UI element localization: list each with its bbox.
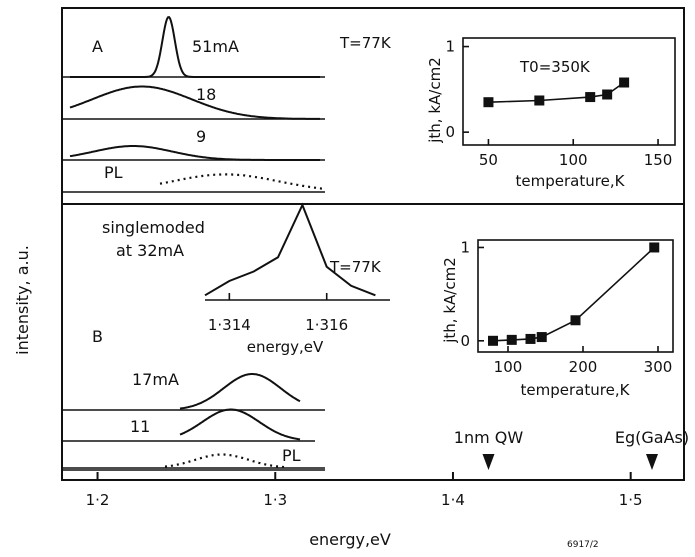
singlemode-label-2: at 32mA — [116, 241, 184, 260]
x-tick-label-3: 1·5 — [619, 491, 643, 509]
panel-a-spectrum-1 — [69, 85, 320, 120]
inset-a-xlabel: temperature,K — [516, 172, 626, 190]
inset-b-ylabel: jth, kA/cm2 — [441, 257, 459, 344]
panel-a-spectrum-label-1: 18 — [196, 85, 216, 104]
panel-b-spectrum-label-0: 17mA — [132, 370, 179, 389]
inset-b-ticks: 100 200 300 0 1 — [460, 238, 672, 376]
panel-a-spectrum-2 — [69, 145, 320, 161]
inset-a-xtick-label-1: 100 — [559, 151, 588, 169]
x-tick-label-2: 1·4 — [441, 491, 465, 509]
marker-arrow-0 — [482, 454, 495, 470]
panel-a: A T=77K 51mA 18 9 PL — [62, 15, 392, 193]
panel-b-spectrum-2 — [164, 453, 286, 469]
inset-a-data — [483, 77, 630, 108]
panel-b-spectra: 17mA 11 PL — [62, 370, 325, 471]
inset-b-xtick-label-1: 200 — [569, 358, 598, 376]
inset-a-ytick-label-0: 0 — [445, 123, 455, 141]
x-tick-label-0: 1·2 — [86, 491, 110, 509]
panel-b-spectrum-0 — [179, 373, 301, 410]
inset-b-data — [488, 242, 660, 346]
inset-b-ytick-label-0: 0 — [460, 332, 470, 350]
inset-a-frame — [462, 37, 676, 146]
inset-b-xtick-label-2: 300 — [644, 358, 673, 376]
inset-b: 100 200 300 0 1 temperature,K jth, kA/cm2 — [441, 238, 674, 399]
inset-b-point-5 — [649, 242, 660, 253]
inset-a-ticks: 50 100 150 0 1 — [445, 38, 672, 169]
singlemode-xlabel: energy,eV — [247, 338, 324, 356]
singlemode-label-1: singlemoded — [102, 218, 205, 237]
energy-markers: 1nm QW Eg(GaAs) — [454, 428, 689, 470]
main-x-axis: 1·2 1·3 1·4 1·5 — [86, 472, 643, 509]
inset-a-point-3 — [602, 89, 613, 100]
x-axis-label: energy,eV — [309, 530, 391, 549]
singlemode-tick-label-0: 1·314 — [208, 316, 251, 334]
figure-tag: 6917/2 — [567, 540, 599, 550]
panel-b-spectrum-label-2: PL — [282, 446, 301, 465]
inset-b-frame — [477, 239, 674, 353]
marker-arrow-1 — [646, 454, 659, 470]
panel-a-label: A — [92, 37, 103, 56]
panel-b: B T=77K singlemoded at 32mA 17mA 11 PL 1·3… — [62, 202, 390, 471]
panel-b-spectrum-1 — [179, 408, 301, 441]
panel-a-spectrum-0 — [70, 15, 320, 78]
panel-a-spectrum-label-2: 9 — [196, 127, 206, 146]
inset-b-line — [492, 246, 655, 342]
singlemode-trace — [204, 202, 376, 297]
panel-a-temperature: T=77K — [339, 34, 392, 52]
inset-b-point-2 — [525, 333, 536, 344]
inset-a: 50 100 150 0 1 temperature,K jth, kA/cm2 T0=… — [426, 37, 676, 190]
inset-a-point-0 — [483, 97, 494, 108]
panel-a-spectrum-3 — [159, 173, 326, 190]
inset-b-point-1 — [506, 334, 517, 345]
panel-a-spectrum-label-3: PL — [104, 163, 123, 182]
inset-b-xlabel: temperature,K — [521, 381, 631, 399]
inset-a-xtick-label-0: 50 — [479, 151, 498, 169]
inset-a-point-2 — [585, 92, 596, 103]
inset-b-point-4 — [570, 315, 581, 326]
marker-label-0: 1nm QW — [454, 428, 524, 447]
x-tick-label-1: 1·3 — [263, 491, 287, 509]
singlemode-spectrum: 1·314 1·316 — [204, 202, 390, 334]
panel-b-temperature: T=77K — [329, 258, 382, 276]
panel-a-spectrum-label-0: 51mA — [192, 37, 239, 56]
panel-b-label: B — [92, 327, 103, 346]
inset-b-ytick-label-1: 1 — [460, 238, 470, 256]
inset-a-annotation: T0=350K — [519, 58, 591, 76]
inset-a-point-4 — [619, 77, 630, 88]
marker-label-1: Eg(GaAs) — [615, 428, 689, 447]
panel-a-spectra: 51mA 18 9 PL — [62, 15, 326, 193]
singlemode-tick-label-1: 1·316 — [305, 316, 348, 334]
inset-a-ytick-label-1: 1 — [445, 38, 455, 56]
inset-a-ylabel: jth, kA/cm2 — [426, 57, 444, 144]
inset-a-point-1 — [534, 95, 545, 106]
inset-b-point-3 — [536, 332, 547, 343]
inset-b-xtick-label-0: 100 — [494, 358, 523, 376]
inset-a-xtick-label-2: 150 — [644, 151, 673, 169]
panel-b-spectrum-label-1: 11 — [130, 417, 150, 436]
inset-b-point-0 — [488, 335, 498, 346]
y-axis-label: intensity, a.u. — [13, 245, 32, 355]
outer-frame — [61, 7, 685, 481]
